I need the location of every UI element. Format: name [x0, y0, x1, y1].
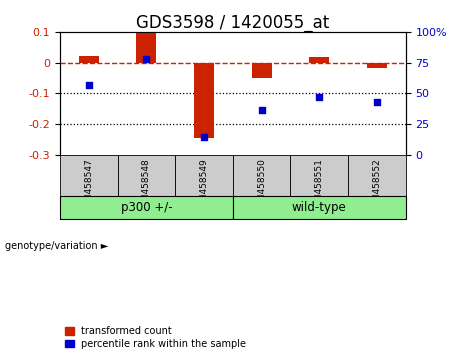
Bar: [233, 155, 290, 196]
Bar: [290, 155, 348, 196]
Text: GSM458550: GSM458550: [257, 158, 266, 213]
Text: wild-type: wild-type: [292, 201, 347, 214]
Bar: [136, 33, 156, 63]
Bar: [79, 56, 99, 63]
Text: GSM458547: GSM458547: [84, 158, 93, 213]
Text: GSM458551: GSM458551: [315, 158, 324, 213]
Bar: [60, 155, 118, 196]
Point: [85, 82, 92, 88]
Bar: [60, 196, 233, 219]
Bar: [118, 155, 175, 196]
Title: GDS3598 / 1420055_at: GDS3598 / 1420055_at: [136, 14, 330, 32]
Point: [200, 134, 207, 139]
Text: p300 +/-: p300 +/-: [121, 201, 172, 214]
Bar: [348, 155, 406, 196]
Bar: [194, 63, 214, 138]
Text: GSM458549: GSM458549: [200, 158, 208, 213]
Point: [142, 56, 150, 62]
Point: [258, 107, 266, 112]
Text: GSM458552: GSM458552: [372, 158, 381, 213]
Legend: transformed count, percentile rank within the sample: transformed count, percentile rank withi…: [65, 326, 246, 349]
Bar: [175, 155, 233, 196]
Bar: [367, 63, 387, 68]
Bar: [309, 57, 329, 63]
Bar: [233, 196, 406, 219]
Text: genotype/variation ►: genotype/variation ►: [5, 241, 108, 251]
Point: [373, 99, 381, 105]
Bar: [252, 63, 272, 78]
Point: [315, 95, 323, 100]
Text: GSM458548: GSM458548: [142, 158, 151, 213]
